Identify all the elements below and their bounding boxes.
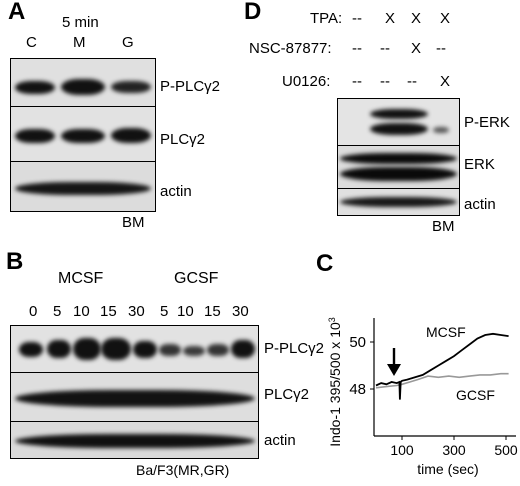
panel-a-timepoint: 5 min — [62, 14, 99, 31]
panel-b-lane-label: 30 — [232, 303, 249, 320]
panel-d-row-p-erk: P-ERK — [464, 114, 510, 131]
panel-c-letter: C — [316, 250, 334, 277]
panel-d-mark: -- — [352, 40, 362, 57]
panel-b-blot — [10, 325, 259, 459]
panel-c-y-tick-label: 48 — [349, 381, 366, 398]
panel-b-letter: B — [6, 248, 24, 275]
panel-b-lane-label: 5 — [160, 303, 169, 320]
panel-d-mark: X — [385, 10, 396, 27]
panel-c-annotation-gcsf: GCSF — [456, 387, 495, 403]
panel-b-lane-label: 10 — [73, 303, 90, 320]
panel-a-lane-m: M — [73, 34, 86, 51]
panel-d-mark: X — [411, 10, 422, 27]
panel-d-mark: -- — [407, 73, 417, 90]
panel-d-treatment-label-u0126: U0126: — [282, 73, 331, 90]
panel-d-mark: -- — [352, 10, 362, 27]
panel-c-series-mcsf — [375, 332, 509, 400]
panel-c-y-axis-label: Indo-1 395/500 x 103 — [327, 317, 343, 447]
panel-d-mark: -- — [380, 73, 390, 90]
panel-a-cell-type: BM — [122, 214, 145, 231]
panel-d-mark: -- — [436, 40, 446, 57]
panel-d-row-actin: actin — [464, 196, 496, 213]
panel-d-mark: X — [440, 10, 451, 27]
panel-b-lane-label: 15 — [100, 303, 117, 320]
panel-c-y-tick-label: 50 — [349, 334, 366, 351]
panel-b-lane-label: 10 — [177, 303, 194, 320]
panel-d-mark: X — [440, 73, 451, 90]
panel-c-series-gcsf — [375, 372, 509, 389]
panel-d-mark: -- — [380, 40, 390, 57]
panel-b-group-mcsf: MCSF — [58, 270, 104, 287]
panel-b-cell-type: Ba/F3(MR,GR) — [136, 462, 230, 478]
panel-a-blot — [10, 58, 156, 212]
panel-c-y-axis-label-main: Indo-1 395/500 x 10 — [327, 322, 343, 447]
panel-d-mark: X — [411, 40, 422, 57]
panel-c-x-tick-label: 300 — [442, 442, 466, 458]
panel-b-row-plc: PLCγ2 — [264, 386, 310, 403]
panel-b-row-p-plc: P-PLCγ2 — [264, 340, 325, 357]
panel-c-x-tick-label: 500 — [494, 442, 518, 458]
panel-b-lane-label: 30 — [128, 303, 145, 320]
panel-c-x-axis-label: time (sec) — [417, 461, 478, 477]
panel-a-row-actin: actin — [160, 183, 192, 200]
panel-d-treatment-label-tpa: TPA: — [310, 10, 343, 27]
panel-c-chart: Indo-1 395/500 x 103 50 48 100 300 500 t… — [327, 317, 518, 477]
panel-b-lane-label: 5 — [53, 303, 62, 320]
panel-a-letter: A — [8, 0, 26, 25]
panel-d-row-erk: ERK — [464, 156, 495, 173]
panel-c-y-axis-label-sup: 3 — [327, 317, 337, 322]
panel-d-treatment-label-nsc: NSC-87877: — [249, 40, 332, 57]
panel-d-cell-type: BM — [432, 218, 455, 235]
panel-d-blot — [337, 98, 460, 216]
panel-b-lane-label: 0 — [29, 303, 38, 320]
panel-b-group-gcsf: GCSF — [174, 270, 219, 287]
arrow-down-icon — [387, 348, 401, 376]
panel-a-row-plc: PLCγ2 — [160, 131, 206, 148]
panel-a-row-p-plc: P-PLCγ2 — [160, 78, 221, 95]
panel-a-lane-g: G — [122, 34, 134, 51]
panel-d-letter: D — [244, 0, 262, 25]
panel-a-lane-c: C — [26, 34, 37, 51]
panel-b-row-actin: actin — [264, 432, 296, 449]
panel-c-annotation-mcsf: MCSF — [426, 324, 466, 340]
panel-b-lane-label: 15 — [204, 303, 221, 320]
panel-d-mark: -- — [352, 73, 362, 90]
panel-c-x-tick-label: 100 — [390, 442, 414, 458]
